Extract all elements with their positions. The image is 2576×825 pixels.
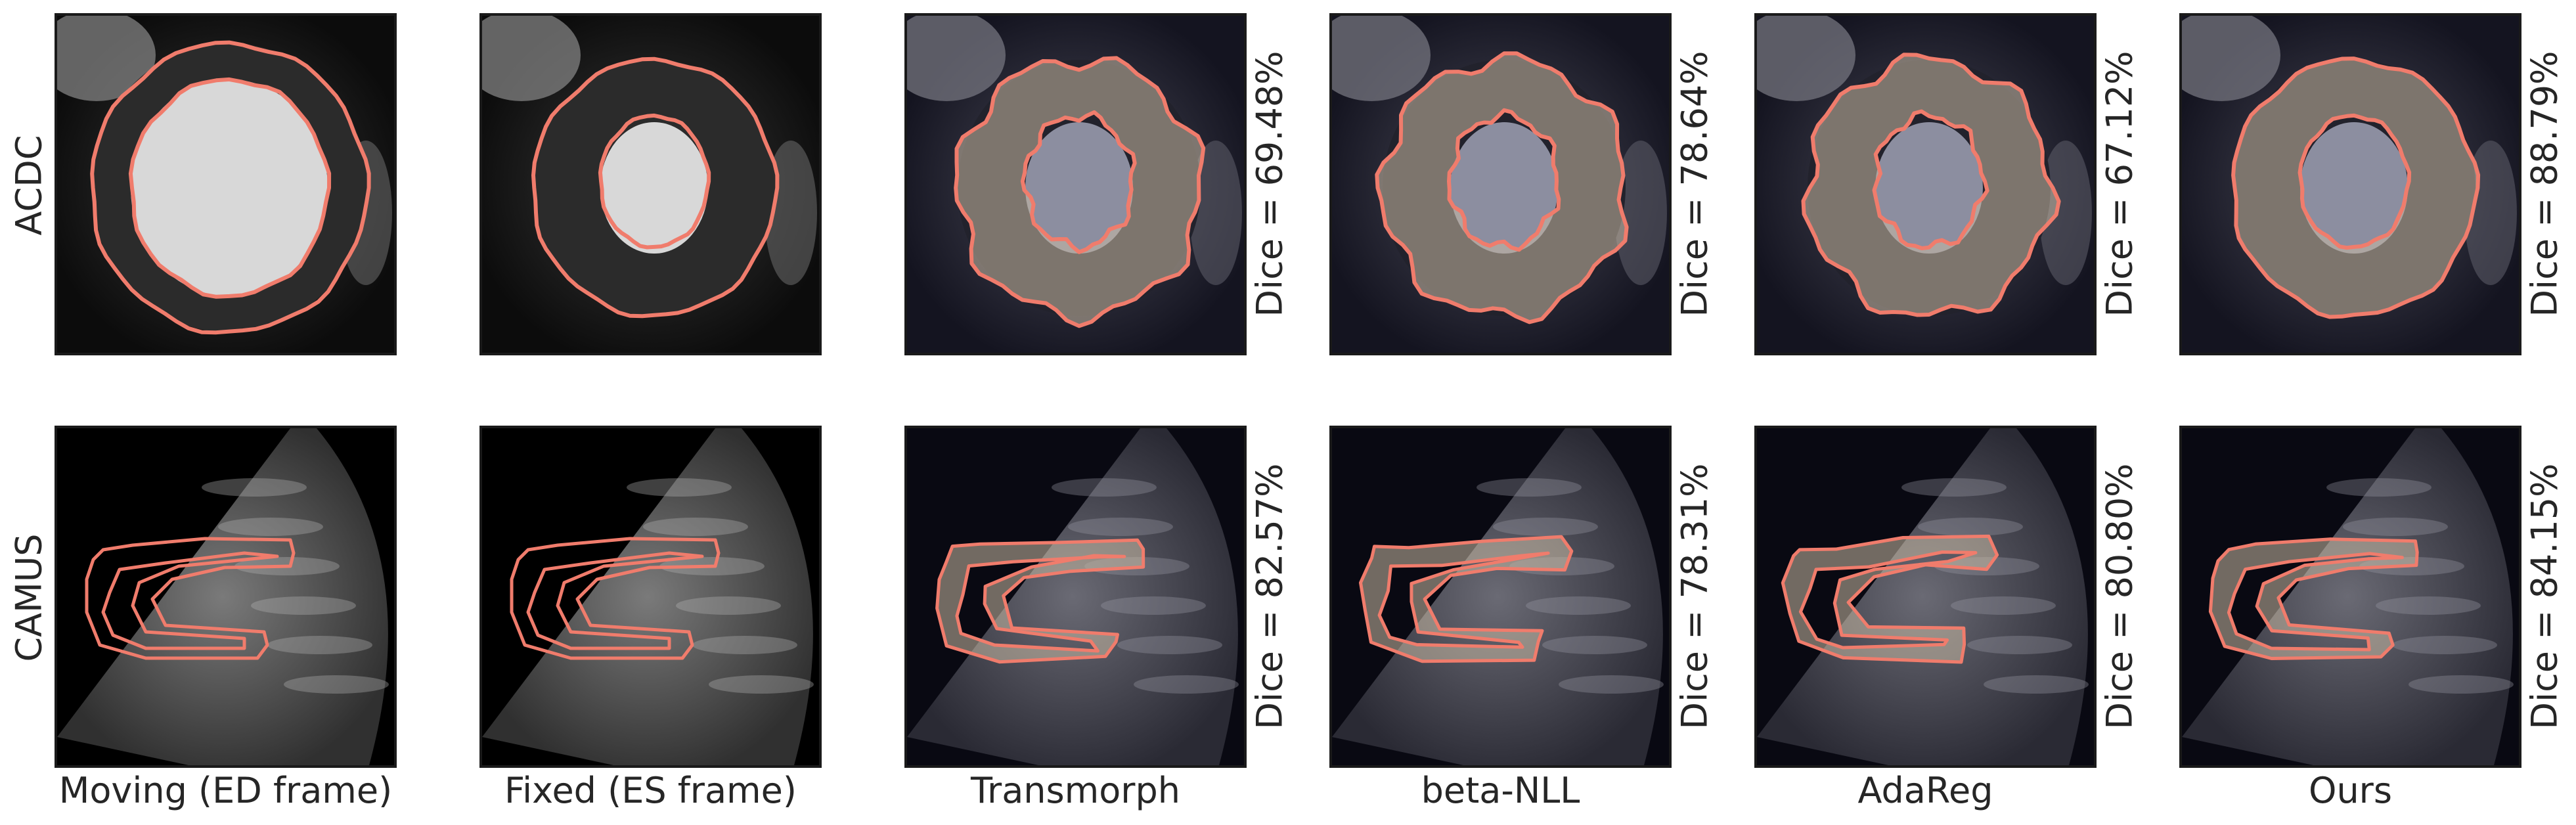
dice-camus-transmorph: Dice = 82.57% bbox=[1249, 463, 1291, 730]
camus-moving-panel bbox=[55, 426, 397, 768]
dice-camus-beta-nll: Dice = 78.31% bbox=[1674, 463, 1716, 730]
dice-camus-adareg: Dice = 80.80% bbox=[2099, 463, 2141, 730]
row-label-acdc: ACDC bbox=[8, 135, 50, 236]
acdc-adareg-panel bbox=[1754, 13, 2097, 355]
dice-acdc-adareg: Dice = 67.12% bbox=[2099, 51, 2141, 317]
column-label-beta-nll: beta-NLL bbox=[1421, 770, 1580, 811]
column-label-transmorph: Transmorph bbox=[970, 770, 1181, 811]
column-label-ours: Ours bbox=[2308, 770, 2393, 811]
dice-camus-ours: Dice = 84.15% bbox=[2523, 463, 2565, 730]
column-label-adareg: AdaReg bbox=[1857, 770, 1993, 811]
camus-ours-panel bbox=[2179, 426, 2521, 768]
dice-acdc-transmorph: Dice = 69.48% bbox=[1249, 51, 1291, 317]
camus-adareg-panel bbox=[1754, 426, 2097, 768]
acdc-ours-panel bbox=[2179, 13, 2521, 355]
dice-acdc-ours: Dice = 88.79% bbox=[2523, 51, 2565, 317]
camus-beta-nll-panel bbox=[1329, 426, 1672, 768]
acdc-moving-panel bbox=[55, 13, 397, 355]
camus-transmorph-panel bbox=[904, 426, 1247, 768]
row-label-camus: CAMUS bbox=[8, 533, 50, 662]
dice-acdc-beta-nll: Dice = 78.64% bbox=[1674, 51, 1716, 317]
camus-fixed-panel bbox=[479, 426, 822, 768]
column-label-fixed: Fixed (ES frame) bbox=[504, 770, 797, 811]
acdc-transmorph-panel bbox=[904, 13, 1247, 355]
column-label-moving: Moving (ED frame) bbox=[58, 770, 393, 811]
acdc-beta-nll-panel bbox=[1329, 13, 1672, 355]
acdc-fixed-panel bbox=[479, 13, 822, 355]
